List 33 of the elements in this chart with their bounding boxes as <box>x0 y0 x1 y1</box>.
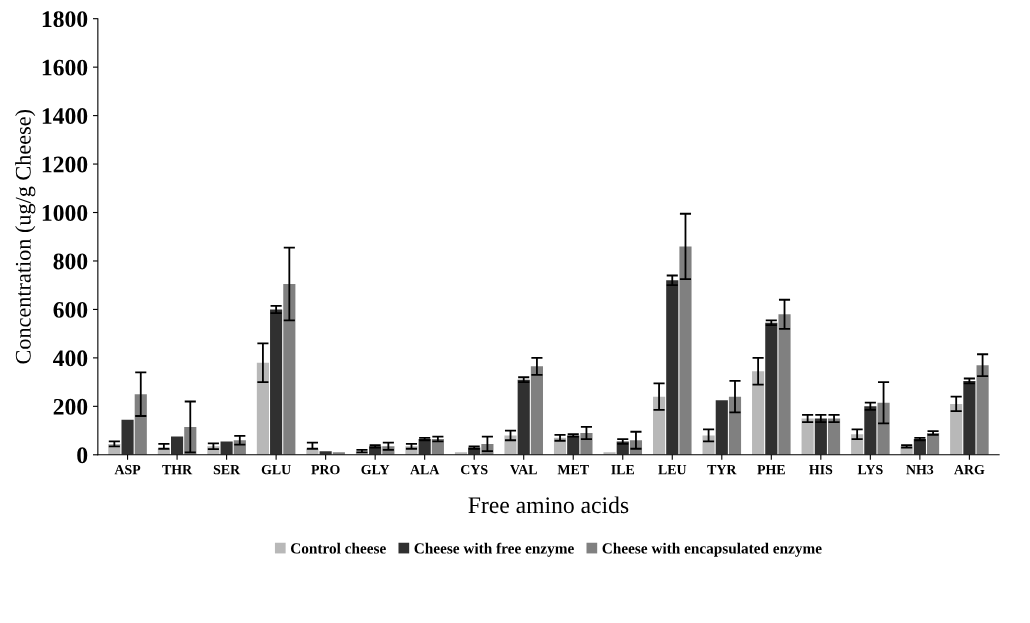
x-tick-label: THR <box>162 465 193 475</box>
x-tick-label: HIS <box>809 464 833 475</box>
legend-label: Cheese with encapsulated enzyme <box>602 542 822 557</box>
x-tick-label: SER <box>213 464 241 475</box>
x-tick-label: ALA <box>410 464 440 475</box>
x-tick-label: GLY <box>361 464 390 475</box>
x-tick-label: ASP <box>114 464 141 475</box>
x-tick-label: NH3 <box>906 464 934 475</box>
x-tick-label: ARG <box>954 464 985 475</box>
x-tick-label: GLU <box>261 464 291 475</box>
y-tick-label: 400 <box>53 350 88 367</box>
x-tick-label: PHE <box>757 465 785 475</box>
y-tick-label: 200 <box>53 398 88 415</box>
y-tick-label: 1800 <box>42 11 88 28</box>
legend-label: Control cheese <box>290 542 386 554</box>
y-tick-label: 0 <box>77 447 88 464</box>
y-axis-title: Concentration (ug/g Cheese) <box>15 109 36 364</box>
x-tick-label: PRO <box>311 464 340 475</box>
y-tick-label: 1400 <box>42 108 88 125</box>
x-tick-label: CYS <box>460 464 488 475</box>
y-tick-label: 1000 <box>42 205 88 221</box>
x-tick-label: ILE <box>611 465 635 475</box>
y-tick-label: 1600 <box>42 59 88 76</box>
x-tick-label: TYR <box>707 465 737 475</box>
x-tick-label: MET <box>557 465 589 475</box>
x-axis-title: Free amino acids <box>468 496 629 514</box>
y-tick-label: 1200 <box>42 156 88 173</box>
x-tick-label: LEU <box>658 465 687 475</box>
x-tick-label: LYS <box>857 464 883 475</box>
y-tick-label: 600 <box>53 301 88 318</box>
legend-label: Cheese with free enzyme <box>414 542 574 557</box>
x-tick-label: VAL <box>510 464 537 475</box>
y-tick-label: 800 <box>53 253 88 270</box>
